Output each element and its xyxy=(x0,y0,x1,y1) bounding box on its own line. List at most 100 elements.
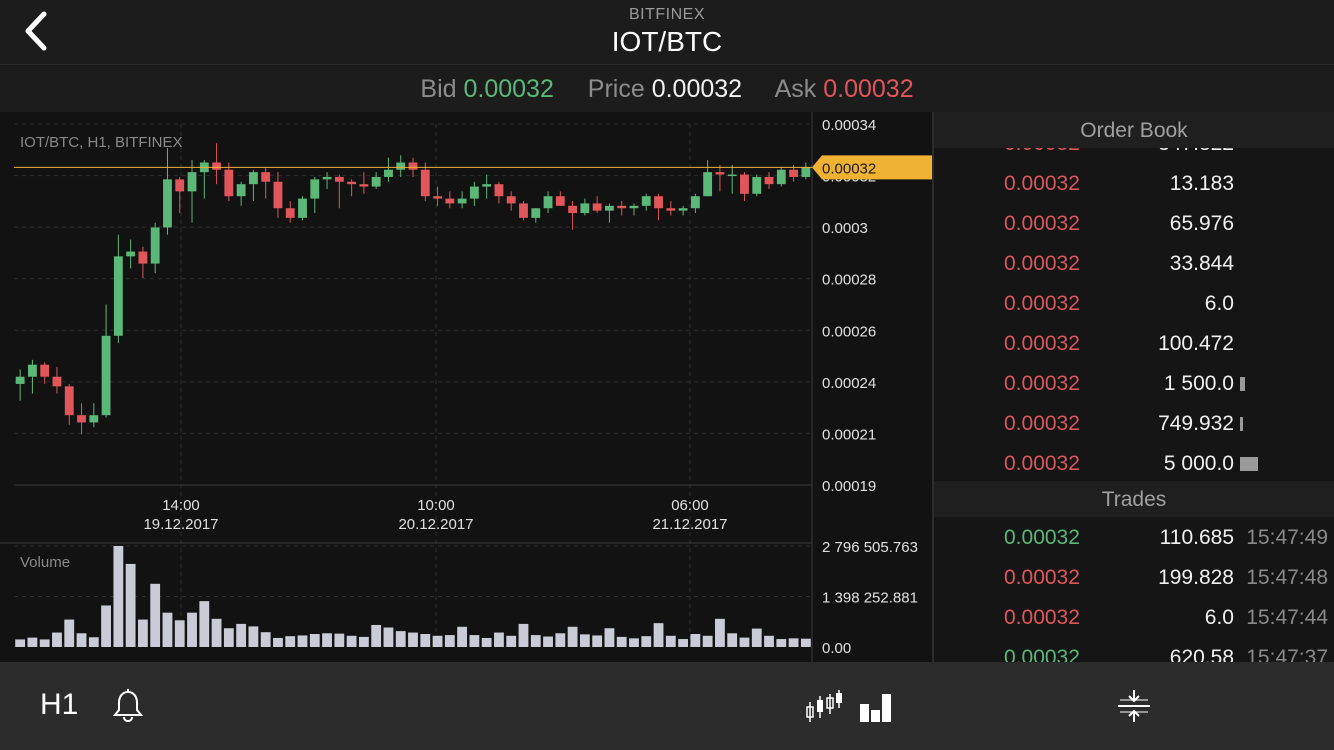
trade-row-partial: 0.00032 620.58 15:47:37 xyxy=(934,638,1334,662)
candle-body xyxy=(64,386,74,416)
order-book-row: 0.00032 1 500.0 xyxy=(934,364,1334,404)
candle-body xyxy=(469,186,479,199)
volume-bar xyxy=(162,612,173,647)
trade-amount: 110.685 xyxy=(1159,526,1234,549)
order-amount: 749.932 xyxy=(1158,412,1234,435)
volume-bar xyxy=(76,633,87,647)
candle-body xyxy=(408,162,418,170)
trade-row: 0.00032 199.828 15:47:48 xyxy=(934,558,1334,598)
price-label: Price xyxy=(587,75,645,103)
volume-bar xyxy=(371,624,382,647)
volume-bar xyxy=(273,637,283,647)
candle-body xyxy=(359,184,369,187)
volume-bar xyxy=(444,635,455,647)
volume-bar xyxy=(457,626,468,647)
panel-divider xyxy=(932,112,934,750)
volume-bar xyxy=(518,623,529,647)
y-tick-label: 0.00019 xyxy=(822,478,876,495)
volume-bar xyxy=(395,631,406,647)
candle-body xyxy=(273,181,283,209)
candle-body xyxy=(506,196,516,204)
order-book-list[interactable]: 0.00032 347.822 0.00032 13.183 0.00032 65.9… xyxy=(934,148,1334,478)
back-button[interactable] xyxy=(20,10,54,52)
volume-bar xyxy=(543,636,553,647)
candle-body xyxy=(420,169,430,197)
candle-body xyxy=(212,162,221,170)
candle-body xyxy=(740,174,749,194)
candle-body xyxy=(641,196,651,206)
volume-bar xyxy=(432,635,443,647)
volume-bar xyxy=(739,637,750,647)
chart-area[interactable]: 0.00034 0.00032 0.0003 0.00028 0.00026 0.0002… xyxy=(0,112,932,662)
order-price: 0.00032 xyxy=(1004,292,1080,315)
candle-body xyxy=(15,376,25,384)
x-tick-date: 20.12.2017 xyxy=(398,516,473,533)
candle-body xyxy=(113,256,123,336)
depth-bar xyxy=(1240,417,1243,431)
alerts-button[interactable] xyxy=(112,688,144,729)
volume-bar xyxy=(420,633,431,647)
bottom-toolbar: H1 xyxy=(0,662,932,750)
trade-amount: 620.58 xyxy=(1169,646,1234,662)
candle-body xyxy=(543,196,553,209)
price-chart[interactable]: 0.00034 0.00032 0.0003 0.00028 0.00026 0.0002… xyxy=(0,112,932,662)
chart-title: IOT/BTC, H1, BITFINEX xyxy=(20,134,183,151)
timeframe-button[interactable]: H1 xyxy=(40,688,79,721)
volume-bar xyxy=(358,636,369,647)
order-book-row: 0.00032 6.0 xyxy=(934,284,1334,324)
volume-toggle-button[interactable] xyxy=(860,692,892,727)
trade-row: 0.00032 110.685 15:47:49 xyxy=(934,518,1334,558)
candle-body xyxy=(285,208,295,218)
ask-value: 0.00032 xyxy=(823,75,914,103)
crosshair-icon xyxy=(1118,690,1150,722)
volume-tick-label: 1 398 252.881 xyxy=(822,590,918,607)
volume-bar xyxy=(211,618,222,647)
trade-price: 0.00032 xyxy=(1004,566,1080,589)
exchange-name: BITFINEX xyxy=(628,6,705,23)
volume-bar xyxy=(690,633,701,647)
volume-bar xyxy=(469,635,480,647)
volume-bar xyxy=(346,635,357,647)
candles-toggle-button[interactable] xyxy=(804,688,844,729)
volume-bar xyxy=(751,628,762,647)
volume-bar xyxy=(322,633,332,647)
volume-bar xyxy=(174,620,185,647)
candle-body xyxy=(654,196,663,209)
volume-bar xyxy=(334,633,345,647)
volume-bar xyxy=(555,633,566,647)
volume-bar xyxy=(653,623,664,647)
volume-bar xyxy=(64,619,75,647)
trade-time: 15:47:49 xyxy=(1246,526,1328,549)
order-book-header: Order Book xyxy=(934,112,1334,148)
x-tick-time: 10:00 xyxy=(417,497,455,514)
order-book-row: 0.00032 749.932 xyxy=(934,404,1334,444)
candle-body xyxy=(371,176,381,187)
volume-bar xyxy=(788,638,799,647)
candle-body xyxy=(494,184,504,197)
volume-bar xyxy=(579,634,590,647)
volume-bar xyxy=(715,618,725,647)
order-price: 0.00032 xyxy=(1004,372,1080,395)
volume-bar xyxy=(727,633,738,647)
order-amount: 6.0 xyxy=(1204,292,1234,315)
volume-tick-label: 2 796 505.763 xyxy=(822,539,918,556)
volume-bar xyxy=(494,632,504,647)
candle-body xyxy=(457,198,467,204)
trades-list[interactable]: 0.00032 620.58 15:47:37 0.00032 110.685 15… xyxy=(934,518,1334,662)
crosshair-button[interactable] xyxy=(1116,688,1152,729)
x-tick-date: 19.12.2017 xyxy=(143,516,218,533)
candle-body xyxy=(310,179,320,199)
volume-bar xyxy=(702,635,713,647)
candle-body xyxy=(101,335,111,416)
order-amount: 100.472 xyxy=(1158,332,1234,355)
volume-bar xyxy=(223,628,234,647)
order-price: 0.00032 xyxy=(1004,212,1080,235)
candle-body xyxy=(703,172,713,197)
candle-body xyxy=(445,198,455,204)
candle-body xyxy=(224,169,234,197)
volume-bar xyxy=(530,635,541,647)
candle-body xyxy=(248,172,258,185)
bottom-toolbar-right xyxy=(934,662,1334,750)
volume-bar xyxy=(776,639,787,647)
volume-bar xyxy=(764,635,774,647)
